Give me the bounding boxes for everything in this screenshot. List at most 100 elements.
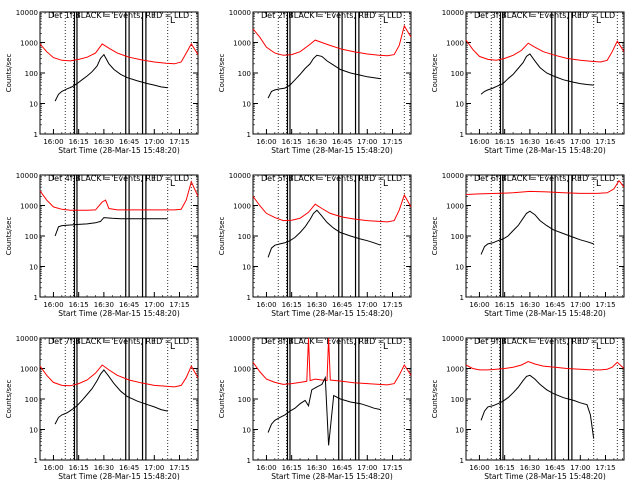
x-axis-label: Start Time (28-Mar-15 15:48:20) xyxy=(484,309,606,318)
y-tick-label: 10 xyxy=(242,264,251,272)
x-tick-label: 16:00 xyxy=(43,464,63,472)
corner-label: L xyxy=(170,342,175,352)
x-axis-label: Start Time (28-Mar-15 15:48:20) xyxy=(271,472,393,480)
panel-title: Det 1f BLACK = Events, RED = LLD xyxy=(48,11,189,20)
lld-series-line xyxy=(252,24,412,57)
lld-series-line xyxy=(465,39,625,63)
x-tick-label: 17:15 xyxy=(595,138,615,146)
x-tick-label: 16:15 xyxy=(495,464,515,472)
y-tick-label: 100 xyxy=(451,233,464,241)
y-axis-label: Counts/sec xyxy=(218,217,226,256)
y-tick-label: 1000 xyxy=(446,40,464,48)
x-tick-label: 16:30 xyxy=(307,301,327,309)
y-tick-label: 10 xyxy=(242,101,251,109)
y-tick-label: 100 xyxy=(25,233,38,241)
x-tick-label: 16:45 xyxy=(332,301,352,309)
corner-label: L xyxy=(596,16,601,26)
y-tick-label: 1000 xyxy=(446,366,464,374)
y-tick-label: 100 xyxy=(451,70,464,78)
panel-title: Det 2f BLACK = Events, RED = LLD xyxy=(261,11,402,20)
corner-label: L xyxy=(383,342,388,352)
y-tick-label: 10000 xyxy=(229,335,251,343)
y-tick-label: 1000 xyxy=(20,203,38,211)
corner-label: L xyxy=(383,179,388,189)
x-tick-label: 16:45 xyxy=(332,464,352,472)
y-tick-label: 10 xyxy=(455,427,464,435)
y-tick-label: 10 xyxy=(455,101,464,109)
panel-title: Det 6f BLACK = Events, RED = LLD xyxy=(474,174,615,183)
y-axis-label: Counts/sec xyxy=(431,54,439,93)
events-series-line xyxy=(267,209,381,258)
plot-frame xyxy=(252,337,412,461)
y-tick-label: 10 xyxy=(29,427,38,435)
y-tick-label: 10 xyxy=(455,264,464,272)
lld-series-line xyxy=(465,179,625,195)
x-tick-label: 17:15 xyxy=(169,301,189,309)
x-tick-label: 16:45 xyxy=(119,138,139,146)
x-tick-label: 17:15 xyxy=(169,464,189,472)
y-axis-label: Counts/sec xyxy=(5,54,13,93)
y-tick-label: 10000 xyxy=(229,9,251,17)
x-tick-label: 16:00 xyxy=(469,301,489,309)
x-tick-label: 16:45 xyxy=(119,301,139,309)
x-axis-label: Start Time (28-Mar-15 15:48:20) xyxy=(58,146,180,155)
y-tick-label: 1000 xyxy=(20,40,38,48)
y-axis-label: Counts/sec xyxy=(218,380,226,419)
y-tick-label: 1000 xyxy=(20,366,38,374)
y-tick-label: 10000 xyxy=(442,172,464,180)
x-tick-label: 16:45 xyxy=(545,138,565,146)
y-axis-label: Counts/sec xyxy=(5,217,13,256)
x-tick-label: 16:45 xyxy=(119,464,139,472)
y-tick-label: 1 xyxy=(247,294,251,302)
y-tick-label: 100 xyxy=(25,70,38,78)
events-series-line xyxy=(54,217,168,237)
x-tick-label: 17:00 xyxy=(144,464,164,472)
x-tick-label: 16:00 xyxy=(43,301,63,309)
events-series-line xyxy=(54,369,168,425)
y-tick-label: 1 xyxy=(460,294,464,302)
corner-label: L xyxy=(596,179,601,189)
x-axis-label: Start Time (28-Mar-15 15:48:20) xyxy=(58,472,180,480)
y-tick-label: 1000 xyxy=(233,203,251,211)
x-tick-label: 16:30 xyxy=(94,301,114,309)
events-series-line xyxy=(480,210,594,255)
x-tick-label: 16:45 xyxy=(332,138,352,146)
plot-frame xyxy=(465,11,625,135)
y-axis-label: Counts/sec xyxy=(5,380,13,419)
events-series-line xyxy=(267,375,381,446)
x-tick-label: 16:15 xyxy=(282,464,302,472)
y-tick-label: 10 xyxy=(29,101,38,109)
corner-label: L xyxy=(383,16,388,26)
panel-title: Det 7f BLACK = Events, RED = LLD xyxy=(48,337,189,346)
x-tick-label: 16:15 xyxy=(69,301,89,309)
y-tick-label: 1 xyxy=(34,457,38,465)
x-tick-label: 17:15 xyxy=(382,301,402,309)
plot-frame xyxy=(252,174,412,298)
y-tick-label: 1 xyxy=(247,131,251,139)
events-series-line xyxy=(267,54,381,99)
panel-title: Det 8f BLACK = Events, RED = LLD xyxy=(261,337,402,346)
x-tick-label: 17:00 xyxy=(570,464,590,472)
x-tick-label: 17:00 xyxy=(357,464,377,472)
x-tick-label: 17:15 xyxy=(595,464,615,472)
lld-series-line xyxy=(465,360,625,371)
x-tick-label: 16:15 xyxy=(495,301,515,309)
x-tick-label: 17:00 xyxy=(570,301,590,309)
x-tick-label: 17:15 xyxy=(169,138,189,146)
x-tick-label: 16:45 xyxy=(545,301,565,309)
panel-title: Det 3f BLACK = Events, RED = LLD xyxy=(474,11,615,20)
y-axis-label: Counts/sec xyxy=(431,217,439,256)
lld-series-line xyxy=(252,193,412,223)
y-tick-label: 10000 xyxy=(16,172,38,180)
x-tick-label: 16:30 xyxy=(307,138,327,146)
x-tick-label: 16:45 xyxy=(545,464,565,472)
x-axis-label: Start Time (28-Mar-15 15:48:20) xyxy=(271,309,393,318)
lld-series-line xyxy=(39,364,199,388)
y-axis-label: Counts/sec xyxy=(218,54,226,93)
panel-title: Det 9f BLACK = Events, RED = LLD xyxy=(474,337,615,346)
